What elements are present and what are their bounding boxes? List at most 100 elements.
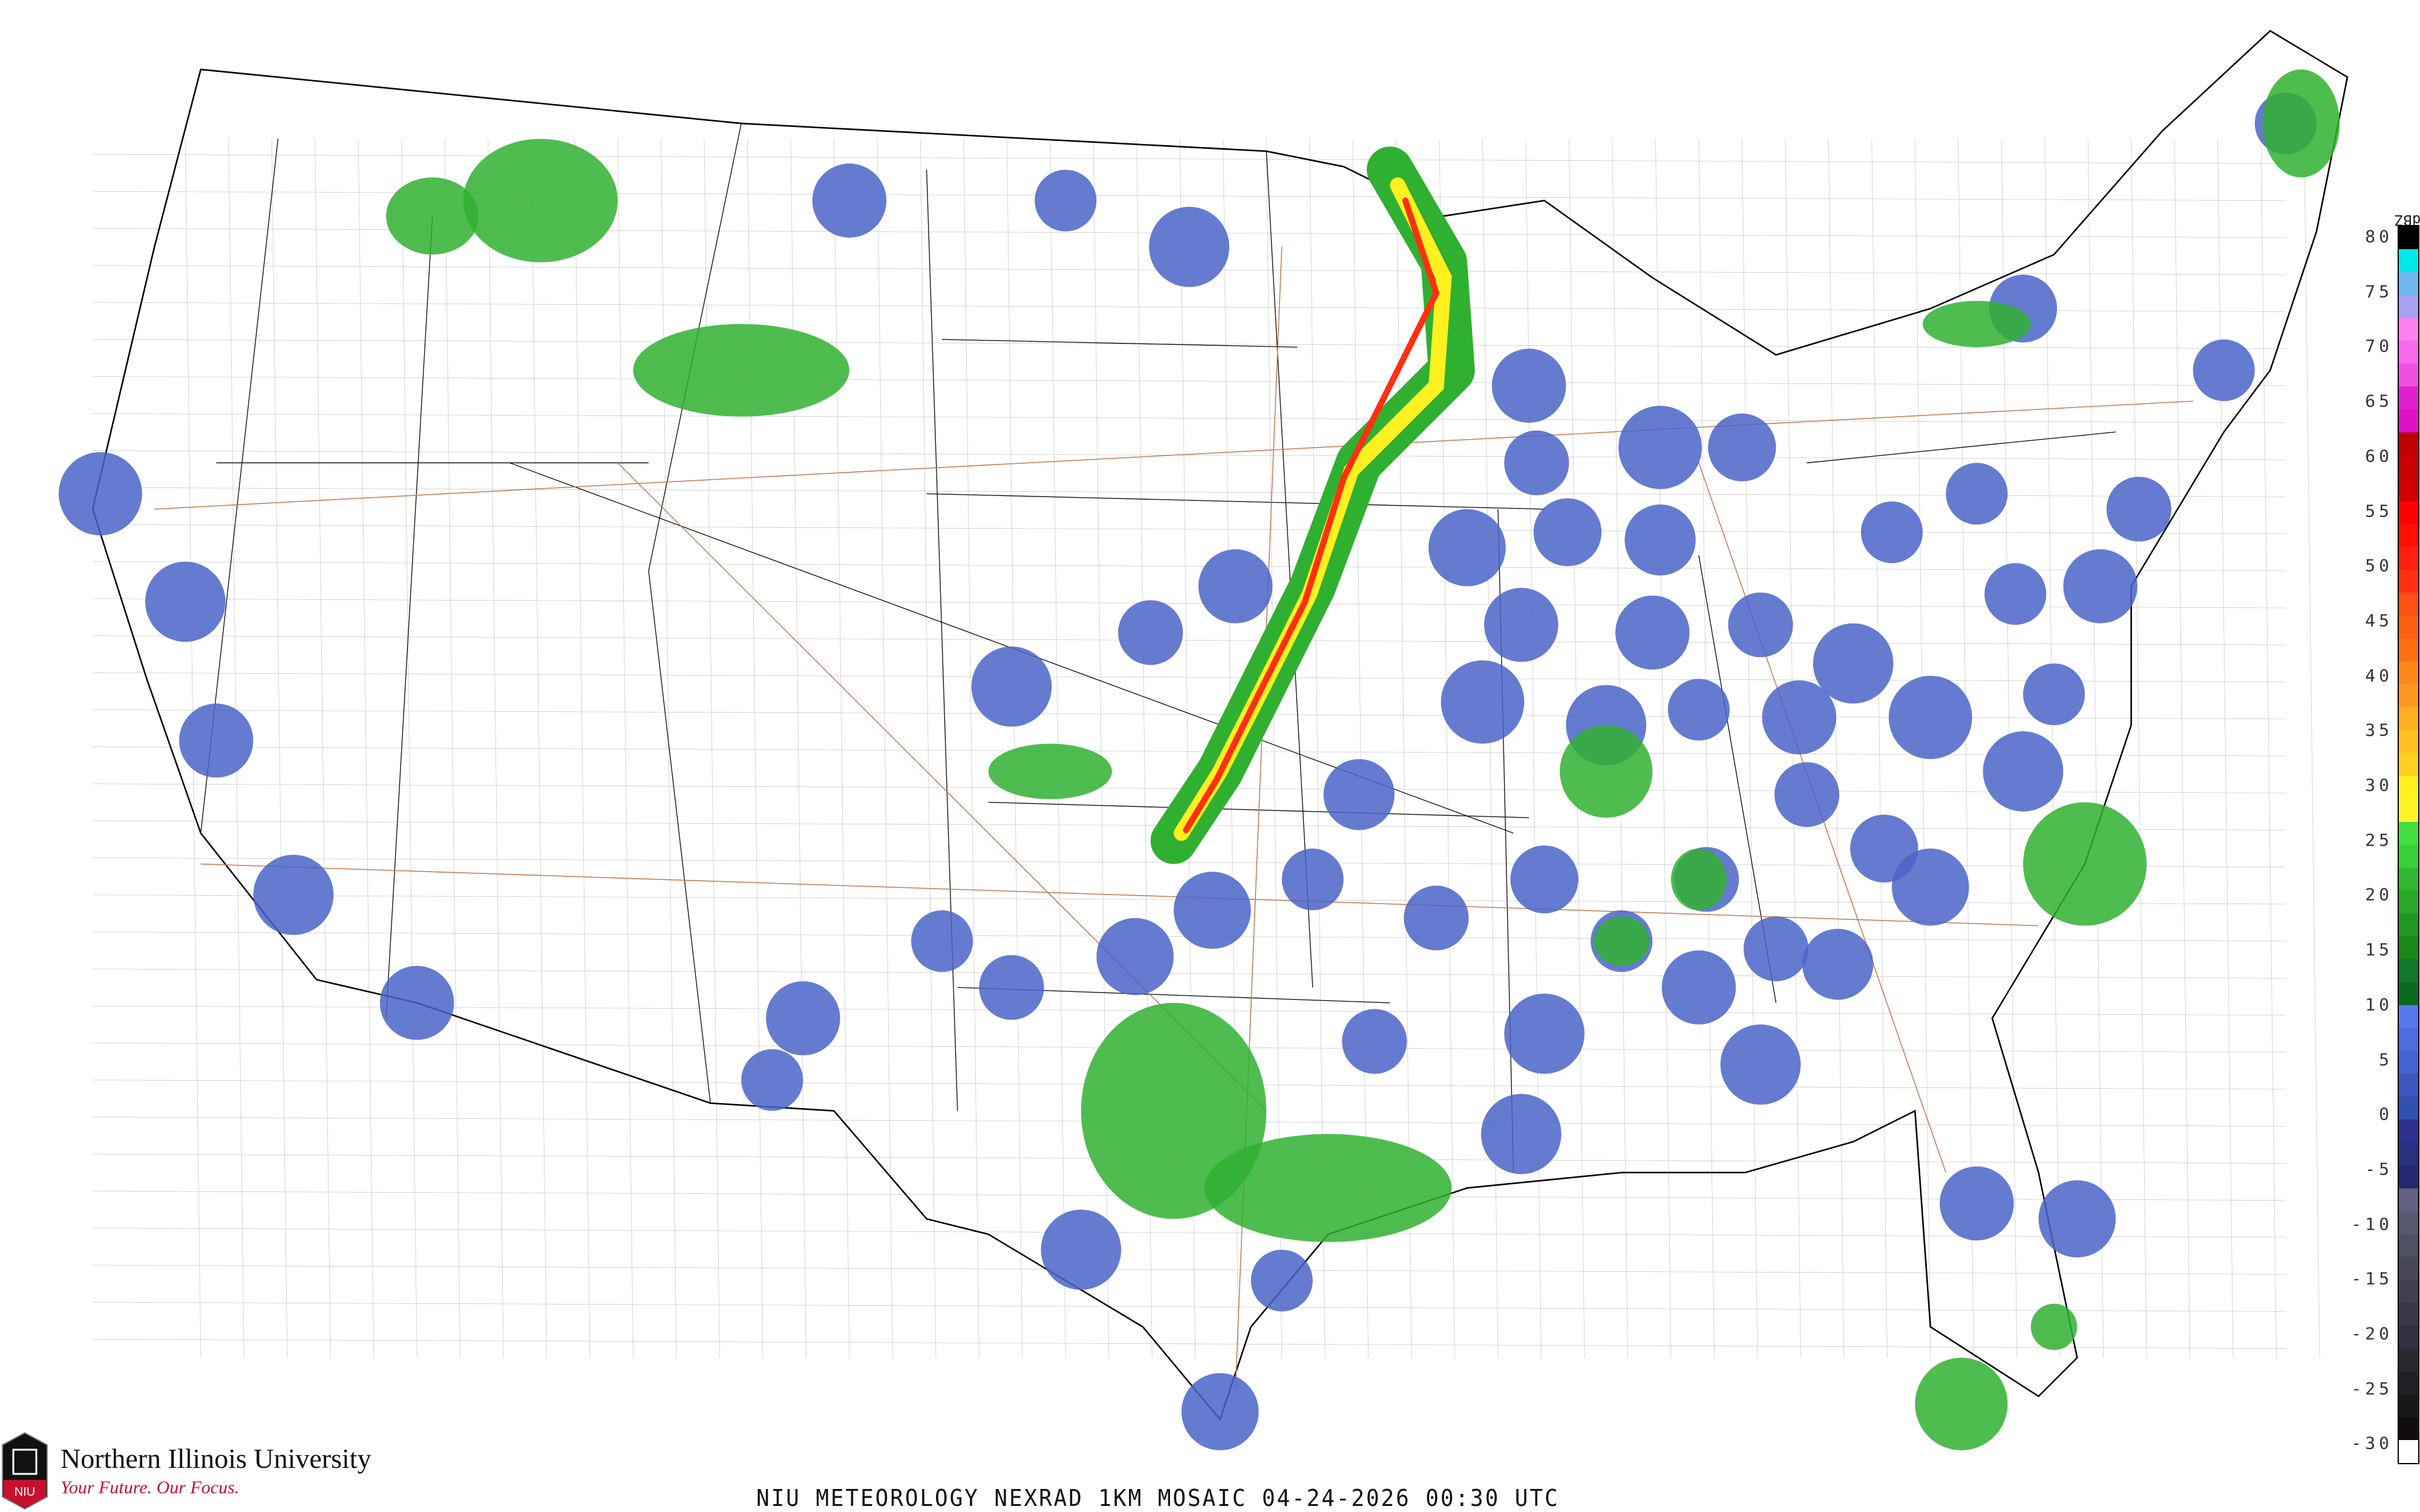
- radar-echo-low: [1323, 759, 1395, 830]
- county-line: [2260, 138, 2277, 1358]
- us-outline: [91, 30, 2349, 1421]
- map-caption: NIU METEOROLOGY NEXRAD 1KM MOSAIC 04-24-…: [756, 1485, 1560, 1511]
- dbz-color-legend: dBZ 80 75 70 65 60 55 50 45 40 35 30 25 20 15 10 5 0 -5 -1…: [2351, 212, 2420, 1482]
- county-line: [790, 138, 806, 1358]
- county-line: [93, 598, 2286, 608]
- legend-color-step: [2399, 1348, 2418, 1372]
- radar-echo-low: [1428, 509, 1506, 587]
- legend-tick-label: -15: [2351, 1268, 2393, 1289]
- radar-echo-moderate: [386, 177, 479, 255]
- county-line: [271, 138, 288, 1358]
- legend-color-step: [2399, 363, 2418, 387]
- legend-tick-label: 80: [2365, 226, 2393, 247]
- legend-color-step: [2399, 478, 2418, 501]
- legend-color-step: [2399, 707, 2418, 731]
- legend-color-step: [2399, 821, 2418, 845]
- county-line: [1655, 138, 1672, 1358]
- legend-color-step: [2399, 798, 2418, 822]
- radar-echo-low: [1708, 413, 1776, 481]
- radar-echo-low: [1510, 845, 1578, 914]
- legend-color-bar: [2398, 225, 2419, 1464]
- legend-tick-label: -25: [2351, 1378, 2393, 1399]
- county-line: [93, 154, 2286, 164]
- legend-color-step: [2399, 570, 2418, 593]
- radar-echo-low: [741, 1049, 803, 1111]
- radar-echo-low: [1480, 1093, 1562, 1175]
- radar-echo-low: [2106, 477, 2172, 542]
- legend-color-step: [2399, 341, 2418, 364]
- county-line: [2087, 138, 2104, 1358]
- legend-color-step: [2399, 959, 2418, 982]
- county-line: [1742, 138, 1758, 1358]
- radar-echo-low: [1802, 928, 1874, 1000]
- county-line: [1006, 138, 1023, 1358]
- county-line: [93, 1302, 2286, 1312]
- legend-color-step: [2399, 1211, 2418, 1234]
- county-line: [93, 376, 2286, 386]
- county-line: [93, 1338, 2286, 1349]
- radar-echo-low: [1667, 679, 1730, 741]
- radar-echo-low: [1181, 1373, 1259, 1450]
- county-line: [704, 138, 720, 1358]
- legend-tick-label: 20: [2365, 884, 2393, 905]
- legend-tick-label: 40: [2365, 665, 2393, 686]
- radar-echo-moderate: [1670, 849, 1727, 911]
- county-line: [93, 339, 2286, 349]
- radar-echo-low: [1504, 993, 1585, 1074]
- legend-color-step: [2399, 1097, 2418, 1120]
- county-line: [93, 1228, 2286, 1238]
- county-line: [358, 138, 374, 1358]
- radar-echo-low: [1149, 206, 1229, 287]
- legend-color-step: [2399, 638, 2418, 662]
- legend-color-step: [2399, 455, 2418, 478]
- radar-echo-low: [59, 452, 142, 536]
- legend-tick-label: 45: [2365, 610, 2393, 631]
- legend-color-step: [2399, 249, 2418, 272]
- county-line: [1871, 138, 1888, 1358]
- state-line: [942, 339, 1298, 348]
- radar-echo-low: [1661, 950, 1736, 1025]
- county-line: [1698, 138, 1715, 1358]
- legend-color-step: [2399, 386, 2418, 409]
- legend-color-step: [2399, 1257, 2418, 1280]
- legend-color-step: [2399, 1394, 2418, 1418]
- highway-line: [200, 863, 2039, 927]
- legend-color-step: [2399, 547, 2418, 570]
- county-line: [93, 672, 2286, 682]
- legend-tick-label: 25: [2365, 830, 2393, 850]
- county-line: [2217, 138, 2234, 1358]
- legend-color-step: [2399, 501, 2418, 524]
- legend-color-step: [2399, 1303, 2418, 1326]
- county-line: [93, 524, 2286, 535]
- county-line: [93, 968, 2286, 979]
- highway-line: [154, 400, 2193, 510]
- radar-echo-low: [379, 965, 454, 1040]
- state-line: [1266, 151, 1313, 988]
- state-line: [1807, 431, 2116, 463]
- radar-echo-low: [2038, 1180, 2116, 1258]
- logo-tagline: Your Future. Our Focus.: [60, 1478, 240, 1497]
- legend-tick-label: 50: [2365, 555, 2393, 576]
- legend-tick-label: 65: [2365, 391, 2393, 411]
- radar-echo-low: [1813, 623, 1894, 704]
- radar-echo-low: [812, 163, 887, 238]
- county-line: [1525, 138, 1542, 1358]
- legend-color-step: [2399, 982, 2418, 1005]
- legend-tick-label: 70: [2365, 336, 2393, 356]
- legend-color-step: [2399, 1234, 2418, 1257]
- radar-echo-low: [1533, 498, 1602, 567]
- squall-line-core: [1183, 197, 1440, 833]
- legend-color-step: [2399, 844, 2418, 868]
- legend-color-step: [2399, 1119, 2418, 1142]
- state-line: [926, 493, 1545, 510]
- county-line: [661, 138, 677, 1358]
- legend-color-step: [2399, 730, 2418, 754]
- legend-color-step: [2399, 1280, 2418, 1303]
- legend-tick-label: -5: [2365, 1159, 2393, 1179]
- radar-echo-low: [1743, 916, 1809, 982]
- legend-tick-label: 30: [2365, 775, 2393, 795]
- county-line: [617, 138, 633, 1358]
- radar-echo-moderate: [1923, 301, 2031, 347]
- county-line: [93, 1265, 2286, 1275]
